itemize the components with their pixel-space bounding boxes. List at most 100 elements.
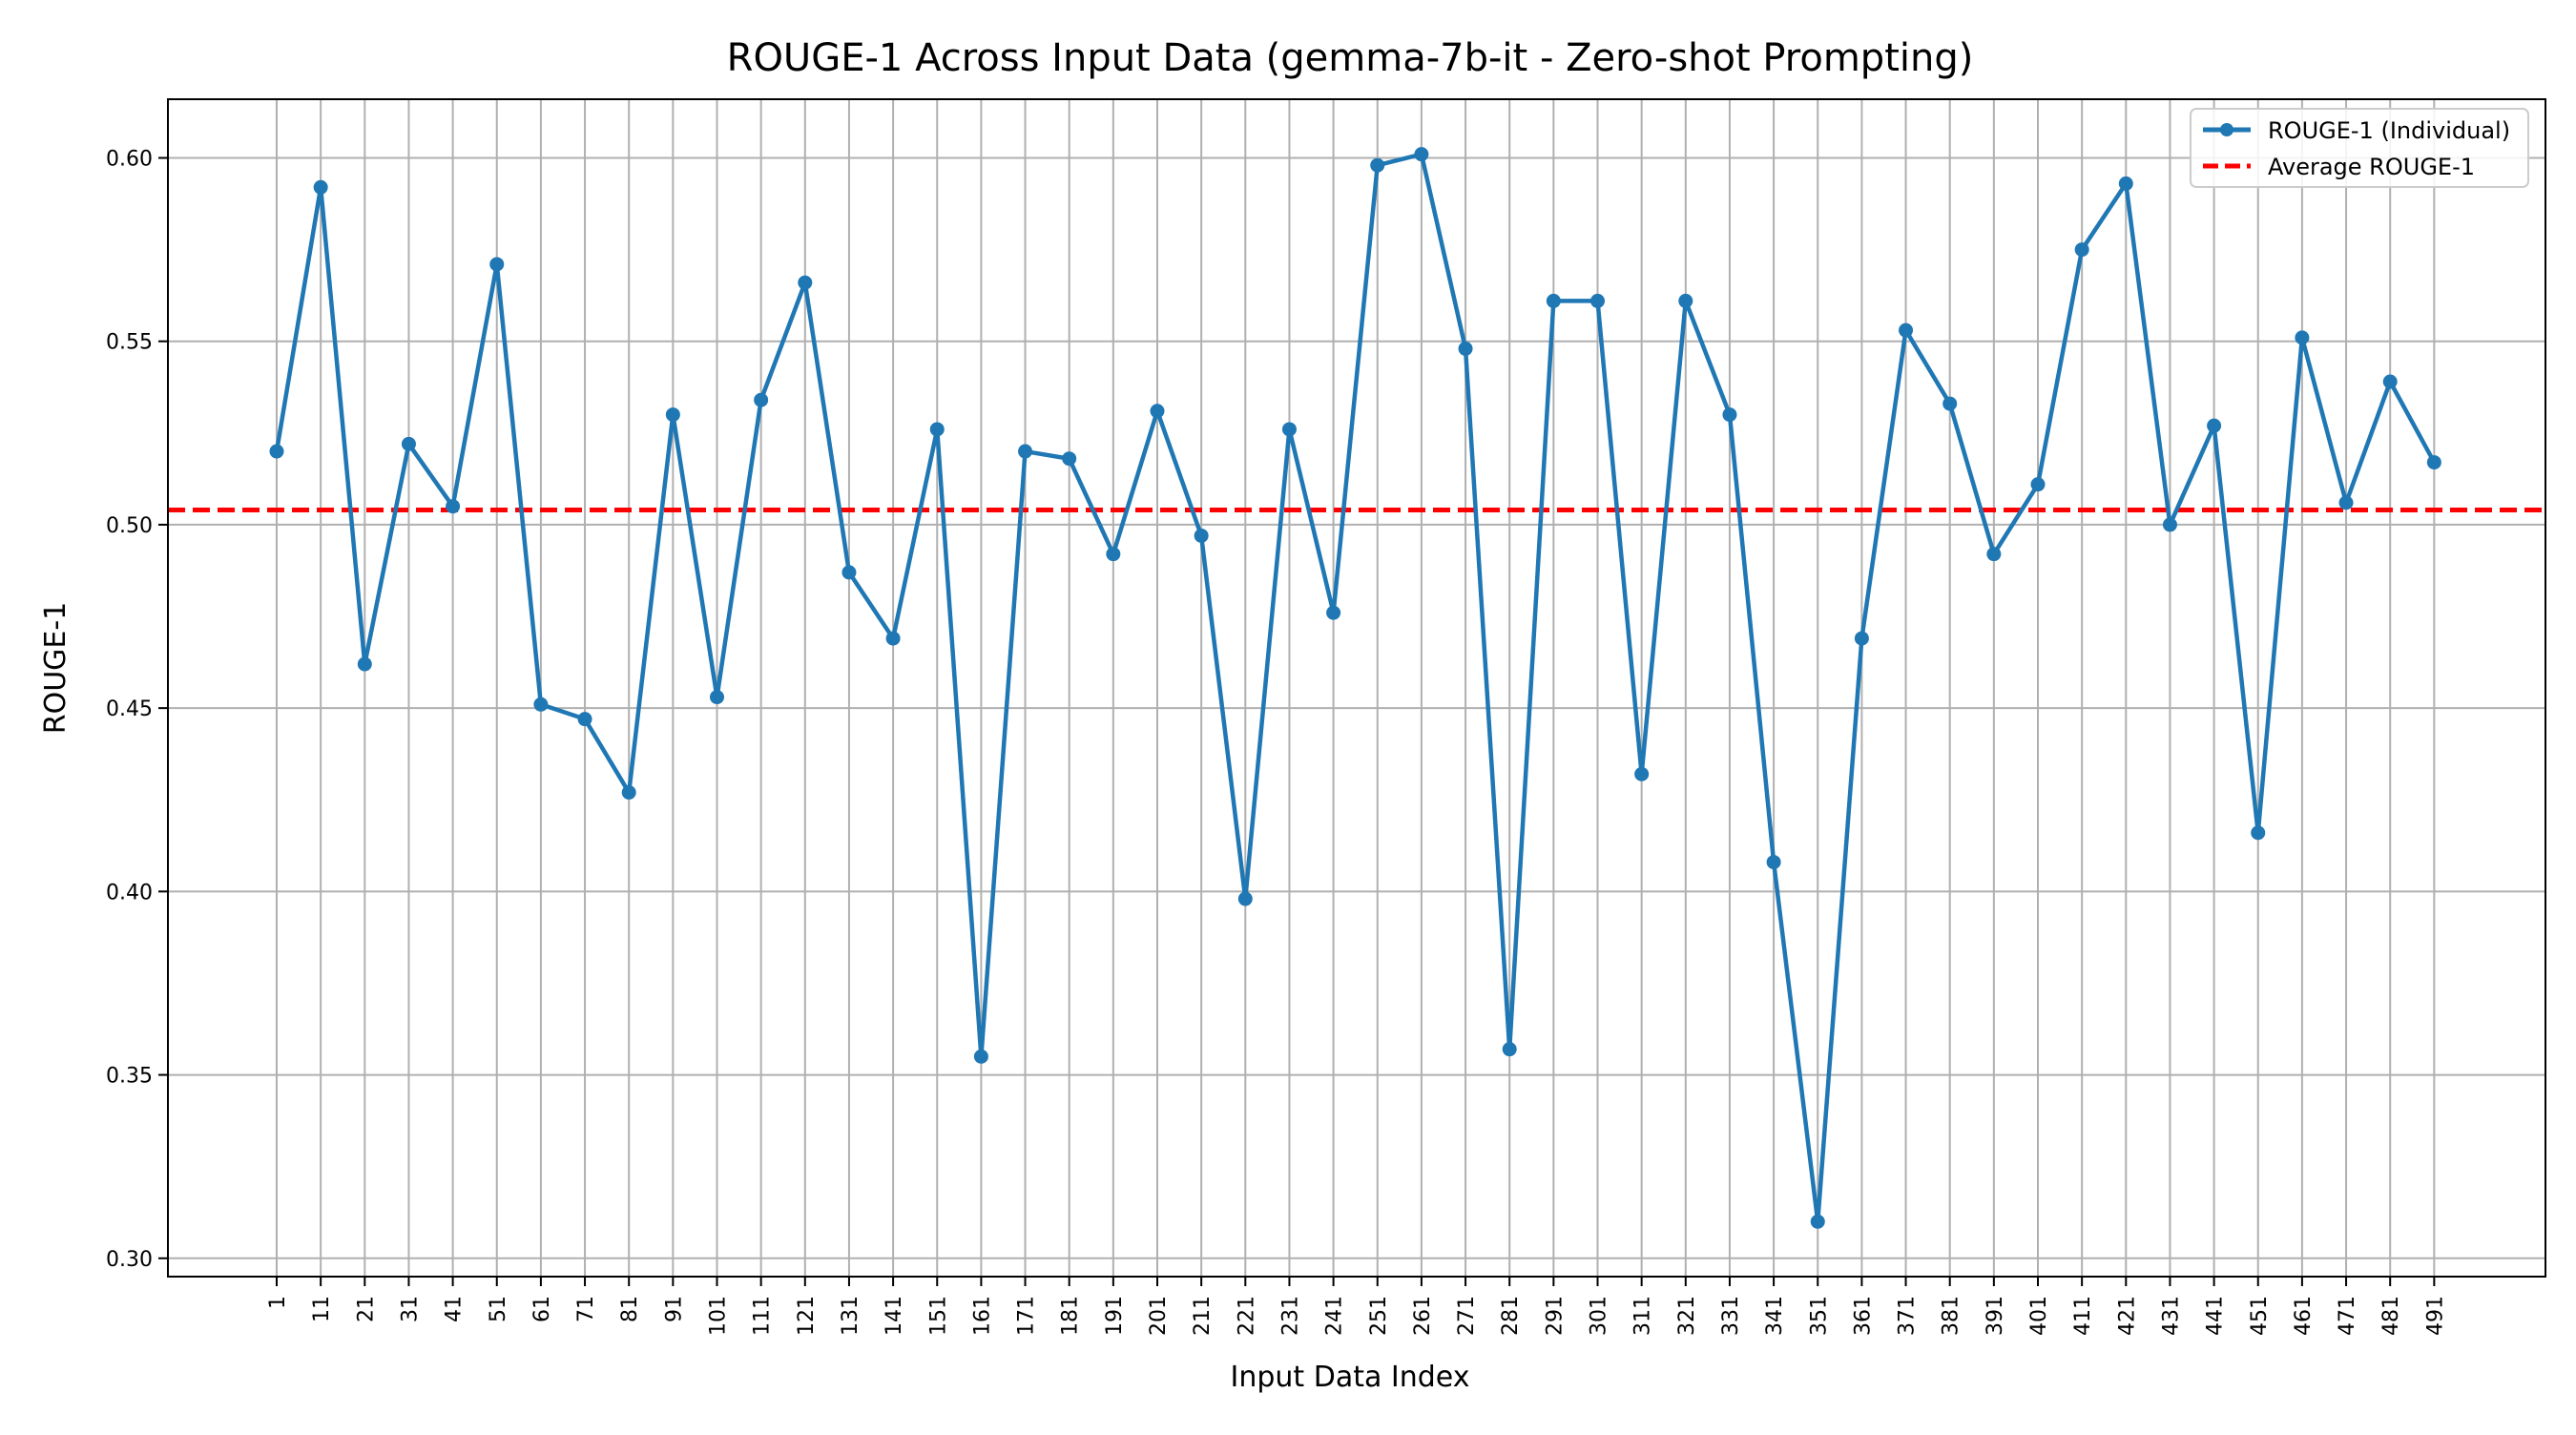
data-point: [665, 407, 680, 423]
x-tick-label: 71: [574, 1296, 598, 1322]
data-point: [313, 179, 328, 195]
y-axis: 0.30 0.35 0.40 0.45 0.50 0.55 0.60: [106, 148, 168, 1272]
data-point: [577, 712, 592, 727]
data-point: [489, 257, 505, 272]
x-tick-label: 251: [1367, 1296, 1391, 1336]
data-point: [1722, 407, 1737, 423]
x-tick-label: 241: [1323, 1296, 1347, 1336]
x-tick-label: 391: [1984, 1296, 2007, 1336]
x-tick-label: 321: [1675, 1296, 1699, 1336]
x-tick-label: 131: [839, 1296, 862, 1336]
data-point: [2207, 418, 2222, 433]
data-point: [2030, 477, 2046, 492]
data-point: [1458, 341, 1473, 356]
data-point: [1546, 293, 1561, 308]
data-point: [1942, 396, 1958, 411]
x-tick-label: 491: [2423, 1296, 2447, 1336]
x-tick-label: 121: [795, 1296, 819, 1336]
x-tick-label: 331: [1719, 1296, 1743, 1336]
data-point: [2382, 374, 2398, 389]
y-tick-label: 0.60: [106, 148, 153, 172]
x-tick-label: 21: [354, 1296, 378, 1322]
x-tick-label: 281: [1499, 1296, 1523, 1336]
x-tick-label: 421: [2115, 1296, 2139, 1336]
x-tick-label: 461: [2292, 1296, 2316, 1336]
data-point: [1854, 631, 1869, 646]
data-point: [1502, 1042, 1517, 1057]
x-tick-label: 371: [1896, 1296, 1920, 1336]
data-point: [841, 565, 857, 580]
y-tick-label: 0.35: [106, 1065, 153, 1089]
data-point: [1590, 293, 1605, 308]
x-tick-label: 291: [1543, 1296, 1567, 1336]
legend-box: [2190, 108, 2529, 188]
data-point: [2074, 242, 2089, 258]
data-point: [929, 422, 945, 437]
x-tick-label: 401: [2027, 1296, 2051, 1336]
grid: [168, 99, 2545, 1277]
x-tick-label: 361: [1851, 1296, 1875, 1336]
x-tick-label: 111: [751, 1296, 775, 1336]
x-tick-label: 81: [618, 1296, 642, 1322]
data-point: [1194, 528, 1209, 543]
data-point: [1150, 404, 1165, 419]
x-tick-label: 11: [310, 1296, 334, 1322]
data-point: [1810, 1214, 1825, 1229]
x-tick-label: 451: [2248, 1296, 2272, 1336]
x-tick-label: 301: [1588, 1296, 1611, 1336]
data-point: [2118, 176, 2133, 191]
data-point: [1414, 147, 1429, 162]
x-tick-label: 271: [1455, 1296, 1479, 1336]
x-tick-label: 441: [2204, 1296, 2228, 1336]
x-tick-label: 381: [1940, 1296, 1963, 1336]
x-tick-label: 161: [970, 1296, 994, 1336]
data-point: [2162, 517, 2177, 532]
x-tick-label: 41: [443, 1296, 467, 1322]
data-point: [1237, 891, 1253, 906]
data-point: [1899, 322, 1914, 338]
data-point: [1634, 766, 1650, 781]
x-tick-label: 191: [1103, 1296, 1127, 1336]
data-point: [1678, 293, 1693, 308]
data-point: [446, 499, 461, 514]
y-tick-label: 0.40: [106, 881, 153, 905]
data-point: [798, 275, 813, 290]
x-tick-label: 431: [2159, 1296, 2183, 1336]
data-point: [269, 444, 284, 459]
x-tick-label: 311: [1631, 1296, 1655, 1336]
data-point: [1062, 451, 1077, 467]
data-point: [1766, 855, 1781, 870]
data-point: [1370, 157, 1385, 173]
data-point: [533, 697, 549, 712]
x-tick-label: 231: [1278, 1296, 1302, 1336]
x-tick-label: 101: [707, 1296, 731, 1336]
data-point: [710, 690, 724, 705]
legend-label-average: Average ROUGE-1: [2268, 154, 2475, 180]
x-tick-label: 211: [1191, 1296, 1215, 1336]
series-line-individual: [274, 152, 2437, 1224]
x-tick-label: 141: [883, 1296, 906, 1336]
y-tick-label: 0.30: [106, 1248, 153, 1272]
y-tick-label: 0.45: [106, 697, 153, 721]
data-point: [2426, 455, 2441, 470]
data-point: [973, 1049, 988, 1064]
x-tick-label: 261: [1411, 1296, 1435, 1336]
x-tick-label: 31: [398, 1296, 422, 1322]
x-tick-label: 171: [1015, 1296, 1039, 1336]
x-tick-label: 201: [1147, 1296, 1171, 1336]
data-point: [885, 631, 901, 646]
x-tick-label: 341: [1763, 1296, 1787, 1336]
data-point: [754, 392, 769, 407]
data-point: [2295, 330, 2310, 345]
x-tick-label: 411: [2071, 1296, 2095, 1336]
data-point: [401, 436, 416, 451]
x-tick-label: 181: [1059, 1296, 1083, 1336]
series-layer: [269, 147, 2441, 1229]
data-point: [1281, 422, 1297, 437]
x-tick-label: 221: [1235, 1296, 1258, 1336]
x-axis: 1 11 21 31 41 51 61 71 81 91 101 111 121 131 141 151 161…: [266, 1277, 2447, 1336]
chart-title: ROUGE-1 Across Input Data (gemma-7b-it -…: [727, 36, 1974, 80]
x-tick-label: 51: [487, 1296, 510, 1322]
